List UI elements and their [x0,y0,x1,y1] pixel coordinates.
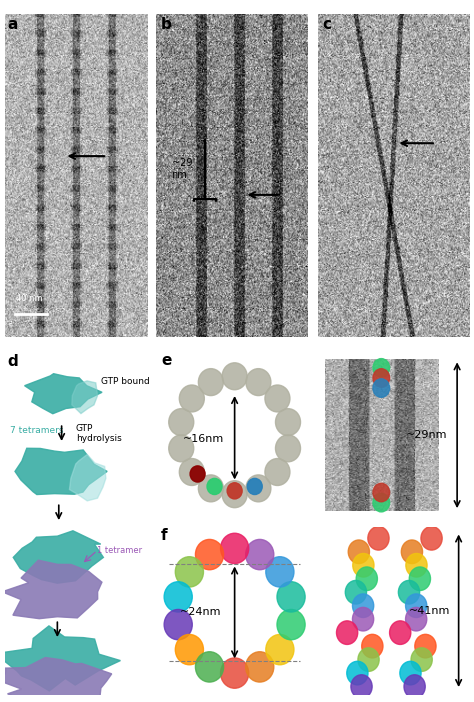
Circle shape [265,458,290,486]
Text: 7 tetramers: 7 tetramers [10,425,64,435]
Circle shape [246,539,274,570]
Circle shape [373,483,390,502]
Circle shape [190,466,205,482]
Circle shape [400,661,421,685]
Circle shape [220,658,249,688]
Circle shape [406,607,427,631]
Circle shape [164,582,192,612]
Circle shape [222,481,247,508]
Circle shape [415,635,436,658]
Polygon shape [25,373,102,413]
Circle shape [169,409,194,436]
Text: ~29
nm: ~29 nm [172,158,192,180]
Text: ~41nm: ~41nm [409,606,450,616]
Text: GTP
hydrolysis: GTP hydrolysis [76,424,122,443]
Circle shape [353,553,374,577]
Polygon shape [15,449,107,494]
Circle shape [406,594,427,618]
Text: 1 tetramer: 1 tetramer [97,546,142,555]
Circle shape [169,435,194,462]
Circle shape [198,475,223,502]
Polygon shape [0,658,112,702]
Circle shape [406,553,427,577]
Circle shape [220,534,249,564]
Circle shape [207,478,222,494]
Circle shape [373,494,390,512]
Circle shape [195,651,224,682]
Circle shape [409,567,430,590]
Circle shape [175,635,203,665]
Text: c: c [322,18,331,32]
Text: e: e [161,352,172,368]
Polygon shape [2,560,102,618]
Polygon shape [72,381,98,413]
Circle shape [277,582,305,612]
Circle shape [266,635,294,665]
Circle shape [411,648,432,671]
Circle shape [351,675,372,698]
Circle shape [275,409,301,436]
Circle shape [246,475,271,502]
Circle shape [179,458,204,486]
Circle shape [337,621,358,644]
Circle shape [398,581,419,604]
Circle shape [353,607,374,631]
Circle shape [265,385,290,412]
Circle shape [348,540,369,564]
Text: ~16nm: ~16nm [182,434,224,444]
Text: 40 nm: 40 nm [16,294,43,303]
Circle shape [227,483,242,499]
Circle shape [198,369,223,396]
Circle shape [368,526,389,550]
Text: ~24nm: ~24nm [180,607,221,618]
Circle shape [401,540,422,564]
Text: ~29nm: ~29nm [406,430,447,440]
Circle shape [275,435,301,462]
Circle shape [266,557,294,587]
Text: f: f [161,528,168,543]
Circle shape [404,675,425,698]
Circle shape [246,651,274,682]
Circle shape [179,385,204,412]
Circle shape [345,581,366,604]
Circle shape [195,539,224,570]
Circle shape [175,557,203,587]
Text: GTP bound: GTP bound [101,378,150,387]
Circle shape [164,609,192,640]
Circle shape [222,363,247,390]
Text: d: d [8,355,18,369]
Circle shape [353,594,374,618]
Polygon shape [4,626,120,691]
Circle shape [246,369,271,396]
Circle shape [277,609,305,640]
Circle shape [390,621,411,644]
Text: a: a [8,18,18,32]
Circle shape [347,661,368,685]
Circle shape [358,648,379,671]
Circle shape [247,478,262,494]
Circle shape [373,369,390,388]
Polygon shape [13,531,103,583]
Circle shape [373,379,390,397]
Circle shape [373,359,390,377]
Circle shape [421,526,442,550]
Polygon shape [70,454,106,501]
Circle shape [362,635,383,658]
Circle shape [356,567,377,590]
Text: b: b [161,18,172,32]
